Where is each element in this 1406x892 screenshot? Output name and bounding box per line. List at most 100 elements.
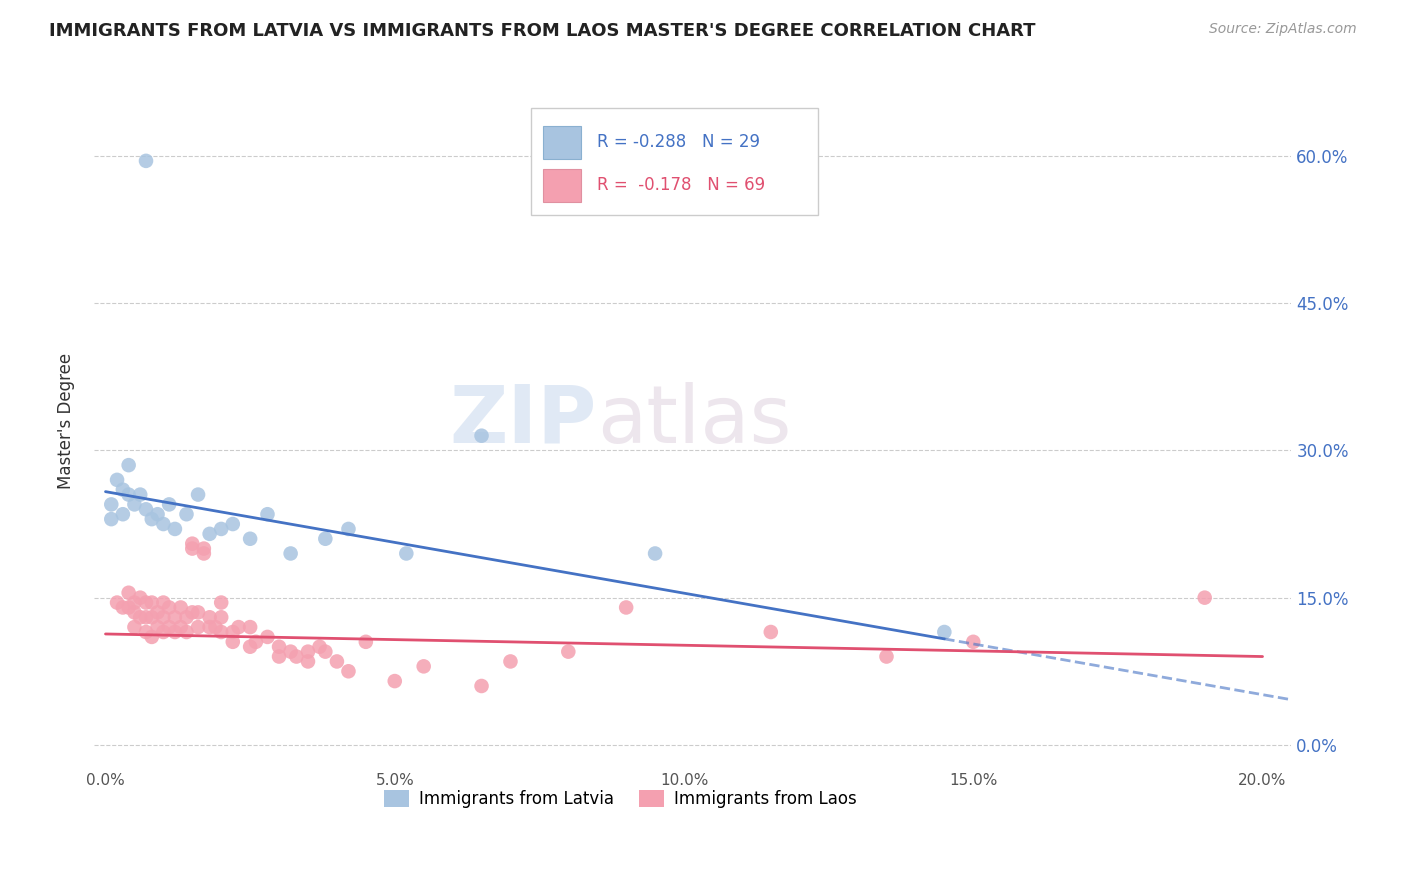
Point: [245, 635, 267, 649]
Point: [181, 606, 204, 620]
Point: [163, 522, 186, 536]
Point: [280, 645, 302, 659]
FancyBboxPatch shape: [531, 108, 818, 215]
Point: [644, 546, 666, 560]
Y-axis label: Master's Degree: Master's Degree: [58, 353, 75, 489]
Point: [314, 532, 336, 546]
Point: [157, 600, 180, 615]
Point: [187, 620, 209, 634]
Point: [198, 620, 221, 634]
Point: [135, 502, 157, 516]
Point: [181, 541, 204, 556]
Point: [163, 625, 186, 640]
Point: [614, 600, 637, 615]
Point: [297, 645, 319, 659]
Point: [129, 591, 152, 605]
Point: [187, 606, 209, 620]
Point: [1194, 591, 1216, 605]
Legend: Immigrants from Latvia, Immigrants from Laos: Immigrants from Latvia, Immigrants from …: [378, 783, 863, 814]
Point: [105, 473, 128, 487]
Point: [239, 620, 262, 634]
Point: [124, 606, 146, 620]
Point: [256, 507, 278, 521]
Point: [176, 610, 198, 624]
Point: [152, 516, 174, 531]
Point: [209, 625, 232, 640]
Point: [187, 487, 209, 501]
FancyBboxPatch shape: [543, 169, 581, 202]
Point: [163, 610, 186, 624]
Point: [176, 625, 198, 640]
Point: [198, 610, 221, 624]
Point: [152, 625, 174, 640]
Point: [337, 522, 360, 536]
Point: [141, 596, 163, 610]
Point: [124, 620, 146, 634]
Text: IMMIGRANTS FROM LATVIA VS IMMIGRANTS FROM LAOS MASTER'S DEGREE CORRELATION CHART: IMMIGRANTS FROM LATVIA VS IMMIGRANTS FRO…: [49, 22, 1036, 40]
Point: [146, 606, 169, 620]
Point: [280, 546, 302, 560]
Point: [146, 620, 169, 634]
Point: [256, 630, 278, 644]
Point: [239, 532, 262, 546]
Point: [395, 546, 418, 560]
Point: [117, 600, 139, 615]
Point: [267, 640, 290, 654]
Point: [876, 649, 898, 664]
Point: [170, 620, 193, 634]
Point: [193, 546, 215, 560]
Point: [557, 645, 579, 659]
Text: ZIP: ZIP: [450, 382, 598, 460]
Point: [100, 512, 122, 526]
Point: [117, 458, 139, 472]
Point: [384, 674, 406, 689]
Point: [124, 497, 146, 511]
Point: [297, 655, 319, 669]
Point: [141, 630, 163, 644]
Point: [209, 596, 232, 610]
Point: [124, 596, 146, 610]
Point: [129, 487, 152, 501]
Point: [146, 507, 169, 521]
Text: R =  -0.178   N = 69: R = -0.178 N = 69: [598, 176, 765, 194]
Point: [111, 600, 134, 615]
Point: [152, 596, 174, 610]
Point: [209, 522, 232, 536]
Point: [470, 428, 492, 442]
Point: [337, 665, 360, 679]
Point: [141, 610, 163, 624]
Point: [135, 596, 157, 610]
Point: [193, 541, 215, 556]
Text: R = -0.288   N = 29: R = -0.288 N = 29: [598, 134, 759, 152]
Point: [209, 610, 232, 624]
Point: [759, 625, 782, 640]
Point: [170, 600, 193, 615]
Point: [157, 497, 180, 511]
Point: [326, 655, 349, 669]
Point: [267, 649, 290, 664]
Point: [222, 635, 245, 649]
Point: [962, 635, 984, 649]
Point: [117, 487, 139, 501]
Text: Source: ZipAtlas.com: Source: ZipAtlas.com: [1209, 22, 1357, 37]
Point: [228, 620, 250, 634]
Point: [135, 625, 157, 640]
Point: [141, 512, 163, 526]
Point: [181, 536, 204, 550]
Point: [105, 596, 128, 610]
Point: [135, 153, 157, 168]
Point: [470, 679, 492, 693]
Point: [111, 507, 134, 521]
Point: [100, 497, 122, 511]
Point: [198, 526, 221, 541]
Point: [222, 516, 245, 531]
Point: [111, 483, 134, 497]
Point: [412, 659, 434, 673]
Point: [354, 635, 377, 649]
Point: [285, 649, 308, 664]
Point: [157, 620, 180, 634]
Point: [934, 625, 956, 640]
Text: atlas: atlas: [598, 382, 792, 460]
Point: [314, 645, 336, 659]
Point: [117, 586, 139, 600]
